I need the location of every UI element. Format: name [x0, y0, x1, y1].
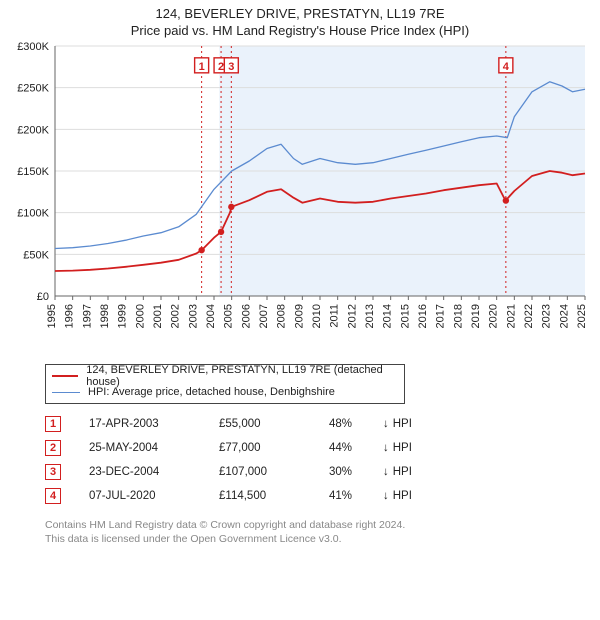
transaction-badge: 2: [45, 440, 61, 456]
legend-swatch: [52, 375, 78, 377]
svg-text:2008: 2008: [276, 304, 288, 328]
svg-text:2005: 2005: [223, 304, 235, 328]
arrow-down-icon: ↓: [383, 418, 389, 430]
transaction-pct: 44%: [329, 442, 379, 454]
arrow-down-icon: ↓: [383, 490, 389, 502]
footnote-line: This data is licensed under the Open Gov…: [45, 532, 600, 546]
svg-text:2014: 2014: [382, 304, 394, 328]
legend-label: 124, BEVERLEY DRIVE, PRESTATYN, LL19 7RE…: [86, 364, 398, 388]
transaction-date: 23-DEC-2004: [89, 466, 219, 478]
transaction-vs: HPI: [393, 490, 412, 502]
transaction-price: £107,000: [219, 466, 329, 478]
svg-text:2011: 2011: [329, 304, 341, 328]
transaction-date: 17-APR-2003: [89, 418, 219, 430]
transaction-badge: 1: [45, 416, 61, 432]
svg-text:2004: 2004: [205, 304, 217, 328]
transaction-date: 25-MAY-2004: [89, 442, 219, 454]
svg-text:2013: 2013: [364, 304, 376, 328]
svg-text:2023: 2023: [541, 304, 553, 328]
svg-text:2015: 2015: [399, 304, 411, 328]
svg-text:1996: 1996: [64, 304, 76, 328]
svg-text:1: 1: [199, 61, 205, 73]
svg-text:£300K: £300K: [17, 41, 49, 53]
svg-text:£250K: £250K: [17, 83, 49, 95]
footnote: Contains HM Land Registry data © Crown c…: [45, 518, 600, 546]
svg-text:£150K: £150K: [17, 166, 49, 178]
svg-text:2021: 2021: [505, 304, 517, 328]
transaction-vs: HPI: [393, 442, 412, 454]
svg-text:2009: 2009: [293, 304, 305, 328]
footnote-line: Contains HM Land Registry data © Crown c…: [45, 518, 600, 532]
svg-text:2002: 2002: [170, 304, 182, 328]
svg-text:1995: 1995: [46, 304, 58, 328]
chart-subtitle: Price paid vs. HM Land Registry's House …: [0, 23, 600, 38]
svg-text:£100K: £100K: [17, 208, 49, 220]
transaction-row: 2 25-MAY-2004£77,00044% ↓ HPI: [45, 436, 600, 460]
transaction-pct: 48%: [329, 418, 379, 430]
svg-text:2018: 2018: [452, 304, 464, 328]
svg-text:4: 4: [503, 61, 510, 73]
svg-text:2017: 2017: [435, 304, 447, 328]
svg-text:1999: 1999: [117, 304, 129, 328]
svg-text:2024: 2024: [558, 304, 570, 328]
svg-text:£50K: £50K: [23, 249, 49, 261]
svg-text:2019: 2019: [470, 304, 482, 328]
svg-text:2020: 2020: [488, 304, 500, 328]
legend-swatch: [52, 392, 80, 393]
transaction-pct: 41%: [329, 490, 379, 502]
transaction-row: 3 23-DEC-2004£107,00030% ↓ HPI: [45, 460, 600, 484]
svg-text:2016: 2016: [417, 304, 429, 328]
legend-item: 124, BEVERLEY DRIVE, PRESTATYN, LL19 7RE…: [52, 368, 398, 384]
svg-text:2007: 2007: [258, 304, 270, 328]
svg-text:2003: 2003: [187, 304, 199, 328]
svg-text:2000: 2000: [134, 304, 146, 328]
transaction-badge: 4: [45, 488, 61, 504]
legend-label: HPI: Average price, detached house, Denb…: [88, 386, 335, 398]
svg-text:£200K: £200K: [17, 124, 49, 136]
arrow-down-icon: ↓: [383, 466, 389, 478]
transaction-price: £114,500: [219, 490, 329, 502]
svg-text:3: 3: [228, 61, 234, 73]
transaction-price: £77,000: [219, 442, 329, 454]
svg-text:£0: £0: [37, 291, 49, 303]
transaction-row: 4 07-JUL-2020£114,50041% ↓ HPI: [45, 484, 600, 508]
svg-text:1997: 1997: [81, 304, 93, 328]
svg-text:2001: 2001: [152, 304, 164, 328]
transaction-date: 07-JUL-2020: [89, 490, 219, 502]
svg-text:2010: 2010: [311, 304, 323, 328]
legend: 124, BEVERLEY DRIVE, PRESTATYN, LL19 7RE…: [45, 364, 405, 404]
transaction-row: 1 17-APR-2003£55,00048% ↓ HPI: [45, 412, 600, 436]
svg-text:2025: 2025: [576, 304, 588, 328]
svg-text:2012: 2012: [346, 304, 358, 328]
transaction-vs: HPI: [393, 466, 412, 478]
svg-text:2022: 2022: [523, 304, 535, 328]
price-chart: £0 £50K £100K £150K £200K £250K £300K 1995 1996 1…: [0, 38, 600, 358]
svg-text:2: 2: [218, 61, 224, 73]
transaction-badge: 3: [45, 464, 61, 480]
chart-title: 124, BEVERLEY DRIVE, PRESTATYN, LL19 7RE: [0, 6, 600, 21]
arrow-down-icon: ↓: [383, 442, 389, 454]
transaction-price: £55,000: [219, 418, 329, 430]
transactions-table: 1 17-APR-2003£55,00048% ↓ HPI 2 25-MAY-2004£7…: [45, 412, 600, 508]
transaction-pct: 30%: [329, 466, 379, 478]
svg-text:1998: 1998: [99, 304, 111, 328]
transaction-vs: HPI: [393, 418, 412, 430]
svg-text:2006: 2006: [240, 304, 252, 328]
